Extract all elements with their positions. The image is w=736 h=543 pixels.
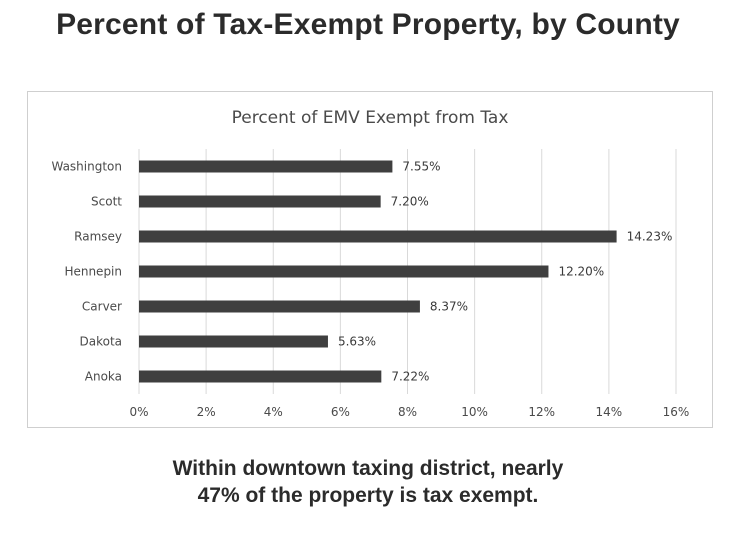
data-labels: 7.55% 7.20% 14.23% 12.20% 8.37% 5.63% 7.22% [338,160,672,384]
category-label: Carver [82,300,122,314]
bar [139,370,382,383]
bar [139,335,328,348]
caption: Within downtown taxing district, nearly … [0,455,736,509]
data-label: 12.20% [558,265,604,279]
category-label: Hennepin [64,265,122,279]
category-label: Washington [51,160,122,174]
chart-area: Percent of EMV Exempt from Tax Washingto… [27,91,713,428]
data-label: 5.63% [338,335,376,349]
data-label: 7.55% [402,160,440,174]
x-axis-tick-labels: 0% 2% 4% 6% 8% 10% 12% 14% 16% [129,405,689,419]
x-tick-label: 12% [528,405,555,419]
data-label: 14.23% [627,230,673,244]
caption-line-2: 47% of the property is tax exempt. [197,484,539,507]
chart-title: Percent of EMV Exempt from Tax [232,108,509,128]
x-tick-label: 14% [596,405,623,419]
bar [139,265,549,278]
category-label: Scott [91,195,122,209]
bar-chart: Percent of EMV Exempt from Tax Washingto… [51,108,689,419]
x-tick-label: 6% [331,405,350,419]
x-tick-label: 16% [663,405,690,419]
bar [139,230,617,243]
category-label: Ramsey [74,230,122,244]
data-label: 7.20% [391,195,429,209]
category-label: Anoka [85,370,122,384]
caption-line-1: Within downtown taxing district, nearly [172,457,564,480]
x-tick-label: 4% [264,405,283,419]
x-tick-label: 10% [461,405,488,419]
slide-title: Percent of Tax-Exempt Property, by Count… [56,8,680,41]
data-label: 8.37% [430,300,468,314]
bars [139,160,617,383]
bar [139,160,393,173]
x-tick-label: 8% [398,405,417,419]
bar [139,195,381,208]
x-tick-label: 2% [197,405,216,419]
bar [139,300,420,313]
category-labels: Washington Scott Ramsey Hennepin Carver Dakot… [51,160,122,384]
category-label: Dakota [79,335,122,349]
data-label: 7.22% [391,370,429,384]
x-tick-label: 0% [129,405,148,419]
